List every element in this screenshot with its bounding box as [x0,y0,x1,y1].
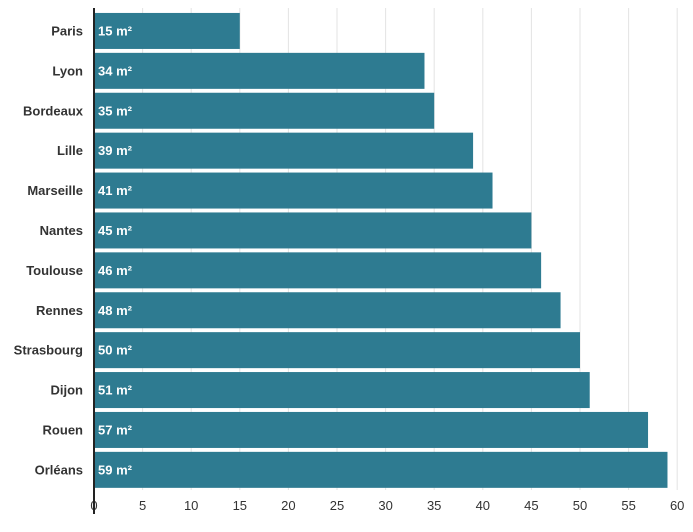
x-tick-label: 5 [139,498,146,513]
data-label: 35 m² [98,103,133,118]
bar [94,451,668,488]
data-label: 34 m² [98,63,133,78]
category-label: Lille [57,143,83,158]
bar [94,411,649,448]
category-label: Rennes [36,303,83,318]
data-label: 46 m² [98,263,133,278]
category-label: Marseille [27,183,83,198]
bar-layer [94,12,668,488]
label-layer: Paris 15 m² Lyon 34 m² Bordeaux 35 m² Lille 39 … [14,23,133,477]
category-label: Toulouse [26,263,83,278]
axis-layer: 051015202530354045505560 [90,8,684,514]
x-tick-label: 55 [621,498,635,513]
data-label: 15 m² [98,23,133,38]
bar [94,92,435,129]
x-tick-label: 35 [427,498,441,513]
x-tick-label: 20 [281,498,295,513]
x-tick-label: 10 [184,498,198,513]
category-label: Strasbourg [14,343,83,358]
bar [94,132,474,169]
x-tick-label: 25 [330,498,344,513]
bar [94,172,493,209]
data-label: 51 m² [98,383,133,398]
category-label: Dijon [51,383,84,398]
category-label: Rouen [43,422,84,437]
data-label: 59 m² [98,462,133,477]
category-label: Orléans [35,462,83,477]
bar [94,332,580,369]
bar [94,12,240,49]
data-label: 45 m² [98,223,133,238]
data-label: 39 m² [98,143,133,158]
bar [94,212,532,249]
data-label: 48 m² [98,303,133,318]
bar [94,252,542,289]
data-label: 41 m² [98,183,133,198]
bar [94,372,590,409]
category-label: Bordeaux [23,103,84,118]
x-tick-label: 30 [378,498,392,513]
x-tick-label: 50 [573,498,587,513]
x-tick-label: 60 [670,498,684,513]
category-label: Lyon [52,63,83,78]
data-label: 50 m² [98,343,133,358]
bar [94,292,561,329]
category-label: Nantes [40,223,83,238]
category-label: Paris [51,23,83,38]
x-tick-label: 45 [524,498,538,513]
x-tick-label: 40 [476,498,490,513]
data-label: 57 m² [98,422,133,437]
bar [94,52,425,89]
x-tick-label: 15 [233,498,247,513]
